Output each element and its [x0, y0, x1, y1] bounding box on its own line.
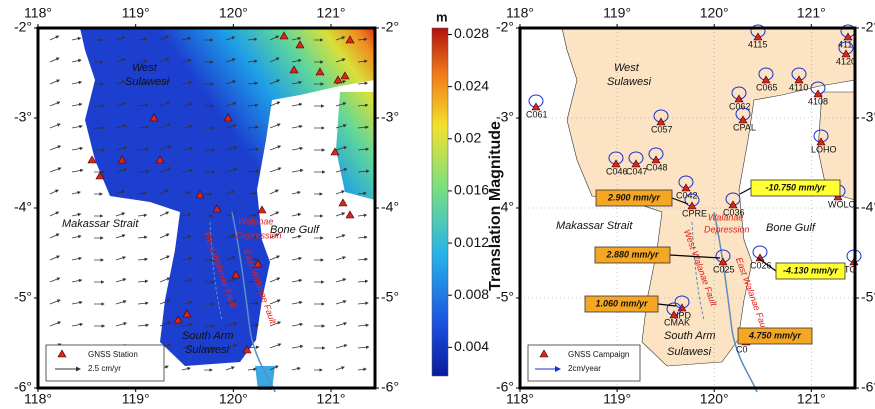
y-tick-label: -5°: [861, 289, 875, 305]
station-label: C047: [626, 166, 648, 176]
station-label: LOHO: [811, 144, 837, 154]
y-tick-label: -2°: [861, 19, 875, 35]
x-tick-label: 120°: [219, 5, 248, 21]
colorbar-unit: m: [436, 9, 448, 24]
x-tick-label: 119°: [122, 391, 150, 407]
station-label: C062: [729, 101, 751, 111]
place-label: Makassar Strait: [556, 220, 633, 232]
figure: West Sulawesi Makassar Strait Bone Gulf …: [0, 0, 875, 409]
x-tick-label: 121°: [317, 391, 346, 407]
x-tick-label: 120°: [700, 5, 729, 21]
colorbar-ramp: [432, 28, 448, 376]
place-label: South Arm: [664, 330, 716, 342]
x-tick-label: 119°: [603, 5, 631, 21]
colorbar: m Translation Magnitude 0.0280.0240.020.…: [432, 9, 504, 376]
y-tick-label: -4°: [496, 199, 514, 215]
fault-label: Walanae: [238, 216, 273, 226]
x-tick-label: 121°: [797, 5, 826, 21]
right-map: 4115411C065411041084120C062CPALC061C057C…: [496, 5, 875, 407]
x-tick-label: 119°: [603, 391, 631, 407]
station-label: C025: [713, 264, 735, 274]
y-tick-label: -5°: [496, 289, 514, 305]
rate-label: 2.880 mm/yr: [605, 249, 659, 259]
y-tick-label: -2°: [381, 19, 399, 35]
y-tick-label: -6°: [381, 379, 399, 395]
x-tick-label: 120°: [219, 391, 248, 407]
rate-label: 2.900 mm/yr: [607, 192, 661, 202]
x-tick-label: 121°: [797, 391, 826, 407]
station-label: 4108: [808, 96, 828, 106]
x-tick-label: 121°: [317, 5, 346, 21]
y-tick-label: -4°: [381, 199, 399, 215]
x-tick-label: 120°: [700, 391, 729, 407]
colorbar-tick-label: 0.024: [454, 77, 489, 93]
colorbar-tick-label: 0.004: [454, 338, 489, 354]
rate-label: 1.060 mm/yr: [595, 298, 648, 308]
station-label: C065: [756, 82, 778, 92]
left-map: West Sulawesi Makassar Strait Bone Gulf …: [14, 5, 399, 407]
y-tick-label: -3°: [14, 109, 32, 125]
fault-label: Walanae: [708, 212, 743, 222]
y-tick-label: -5°: [14, 289, 32, 305]
legend-label: 2.5 cm/yr: [88, 364, 121, 373]
station-label: 4110: [789, 82, 808, 92]
legend-label: GNSS Campaign: [568, 350, 629, 359]
place-label: West: [132, 62, 158, 74]
place-label: Sulawesi: [607, 76, 652, 88]
fault-label: Depression: [236, 230, 282, 240]
place-label: Bone Gulf: [766, 222, 816, 234]
y-tick-label: -2°: [496, 19, 514, 35]
y-tick-label: -6°: [496, 379, 514, 395]
place-label: Sulawesi: [185, 344, 230, 356]
station-label: WOLO: [828, 199, 856, 209]
colorbar-tick-label: 0.02: [454, 129, 481, 145]
station-label: CPRE: [682, 208, 707, 218]
y-tick-label: -3°: [381, 109, 399, 125]
place-label: Makassar Strait: [62, 218, 139, 230]
y-tick-label: -6°: [14, 379, 32, 395]
y-tick-label: -4°: [14, 199, 32, 215]
station-label: CPAL: [733, 122, 756, 132]
colorbar-tick-label: 0.016: [454, 182, 489, 198]
station-label: C048: [646, 162, 668, 172]
colorbar-tick-label: 0.008: [454, 286, 489, 302]
place-label: Sulawesi: [125, 76, 170, 88]
legend-label: 2cm/year: [568, 364, 601, 373]
y-tick-label: -3°: [861, 109, 875, 125]
station-label: 4120: [836, 56, 856, 66]
y-tick-label: -5°: [381, 289, 399, 305]
station-label: C0: [736, 344, 748, 354]
colorbar-tick-label: 0.012: [454, 234, 489, 250]
colorbar-tick-label: 0.028: [454, 25, 489, 41]
station-label: C046: [606, 166, 628, 176]
y-tick-label: -3°: [496, 109, 514, 125]
place-label: Sulawesi: [667, 346, 712, 358]
station-label: CMAK: [664, 317, 690, 327]
place-label: West: [614, 62, 640, 74]
station-label: 4115: [748, 39, 767, 49]
place-label: South Arm: [182, 330, 234, 342]
x-tick-label: 119°: [122, 5, 150, 21]
legend-label: GNSS Station: [88, 350, 138, 359]
station-label: C061: [526, 109, 548, 119]
rate-label: -4.130 mm/yr: [783, 265, 839, 275]
y-tick-label: -2°: [14, 19, 32, 35]
rate-label: -10.750 mm/yr: [765, 182, 826, 192]
y-tick-label: -4°: [861, 199, 875, 215]
fault-label: Depression: [704, 224, 750, 234]
rate-label: 4.750 mm/yr: [748, 330, 802, 340]
station-label: C057: [651, 124, 673, 134]
y-tick-label: -6°: [861, 379, 875, 395]
